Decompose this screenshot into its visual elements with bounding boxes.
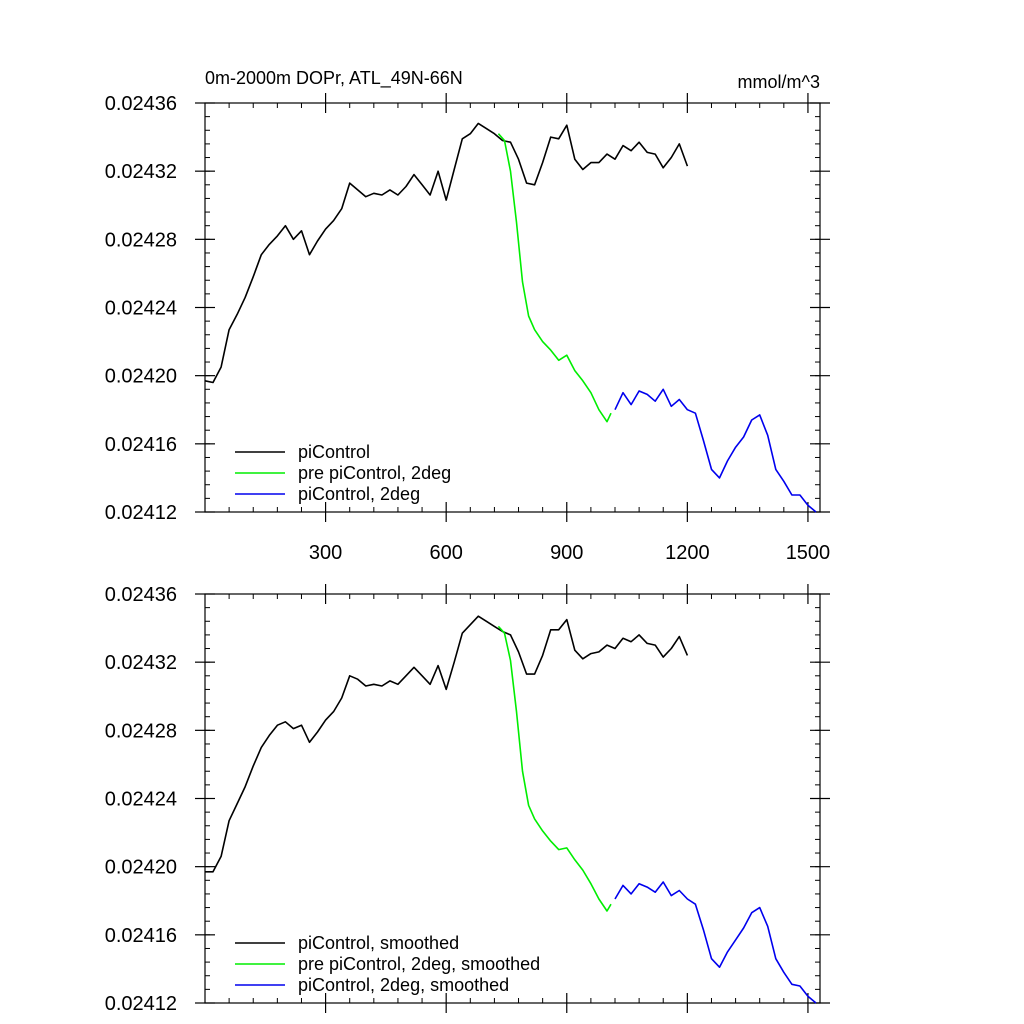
x-tick-label: 300 — [309, 542, 342, 564]
y-tick-label: 0.02436 — [105, 584, 177, 606]
legend-label: piControl, 2deg, smoothed — [298, 975, 509, 995]
y-tick-label: 0.02432 — [105, 161, 177, 183]
x-tick-label: 1200 — [665, 542, 710, 564]
series-line — [205, 615, 689, 873]
y-tick-label: 0.02412 — [105, 502, 177, 524]
chart-title: 0m-2000m DOPr, ATL_49N-66N — [205, 68, 463, 89]
legend-label: piControl — [298, 442, 370, 462]
x-tick-label: 1500 — [786, 542, 831, 564]
y-tick-label: 0.02412 — [105, 993, 177, 1015]
series-line — [497, 625, 612, 912]
legend-label: piControl, 2deg — [298, 484, 420, 504]
y-tick-label: 0.02416 — [105, 434, 177, 456]
series-line — [204, 122, 689, 384]
legend-label: pre piControl, 2deg — [298, 463, 451, 483]
panel-bottom: 0.02412 0.02416 0.02420 0.02424 0.02428 0.024… — [105, 584, 830, 1015]
y-tick-label: 0.02428 — [105, 720, 177, 742]
y-tick-label: 0.02436 — [105, 93, 177, 115]
y-tick-label: 0.02420 — [105, 366, 177, 388]
series-line — [497, 133, 612, 423]
unit-label: mmol/m^3 — [738, 72, 820, 92]
y-tick-label: 0.02424 — [105, 298, 177, 320]
y-tick-label: 0.02416 — [105, 925, 177, 947]
legend-label: pre piControl, 2deg, smoothed — [298, 954, 540, 974]
series-line — [614, 881, 817, 1004]
x-tick-label: 600 — [429, 542, 462, 564]
y-tick-label: 0.02424 — [105, 789, 177, 811]
y-tick-label: 0.02432 — [105, 652, 177, 674]
series-line — [614, 388, 817, 513]
y-tick-label: 0.02428 — [105, 229, 177, 251]
y-tick-label: 0.02420 — [105, 857, 177, 879]
x-tick-label: 900 — [550, 542, 583, 564]
panel-top: 0.02412 0.02416 0.02420 0.02424 0.02428 0.024… — [105, 93, 830, 564]
legend-label: piControl, smoothed — [298, 933, 459, 953]
